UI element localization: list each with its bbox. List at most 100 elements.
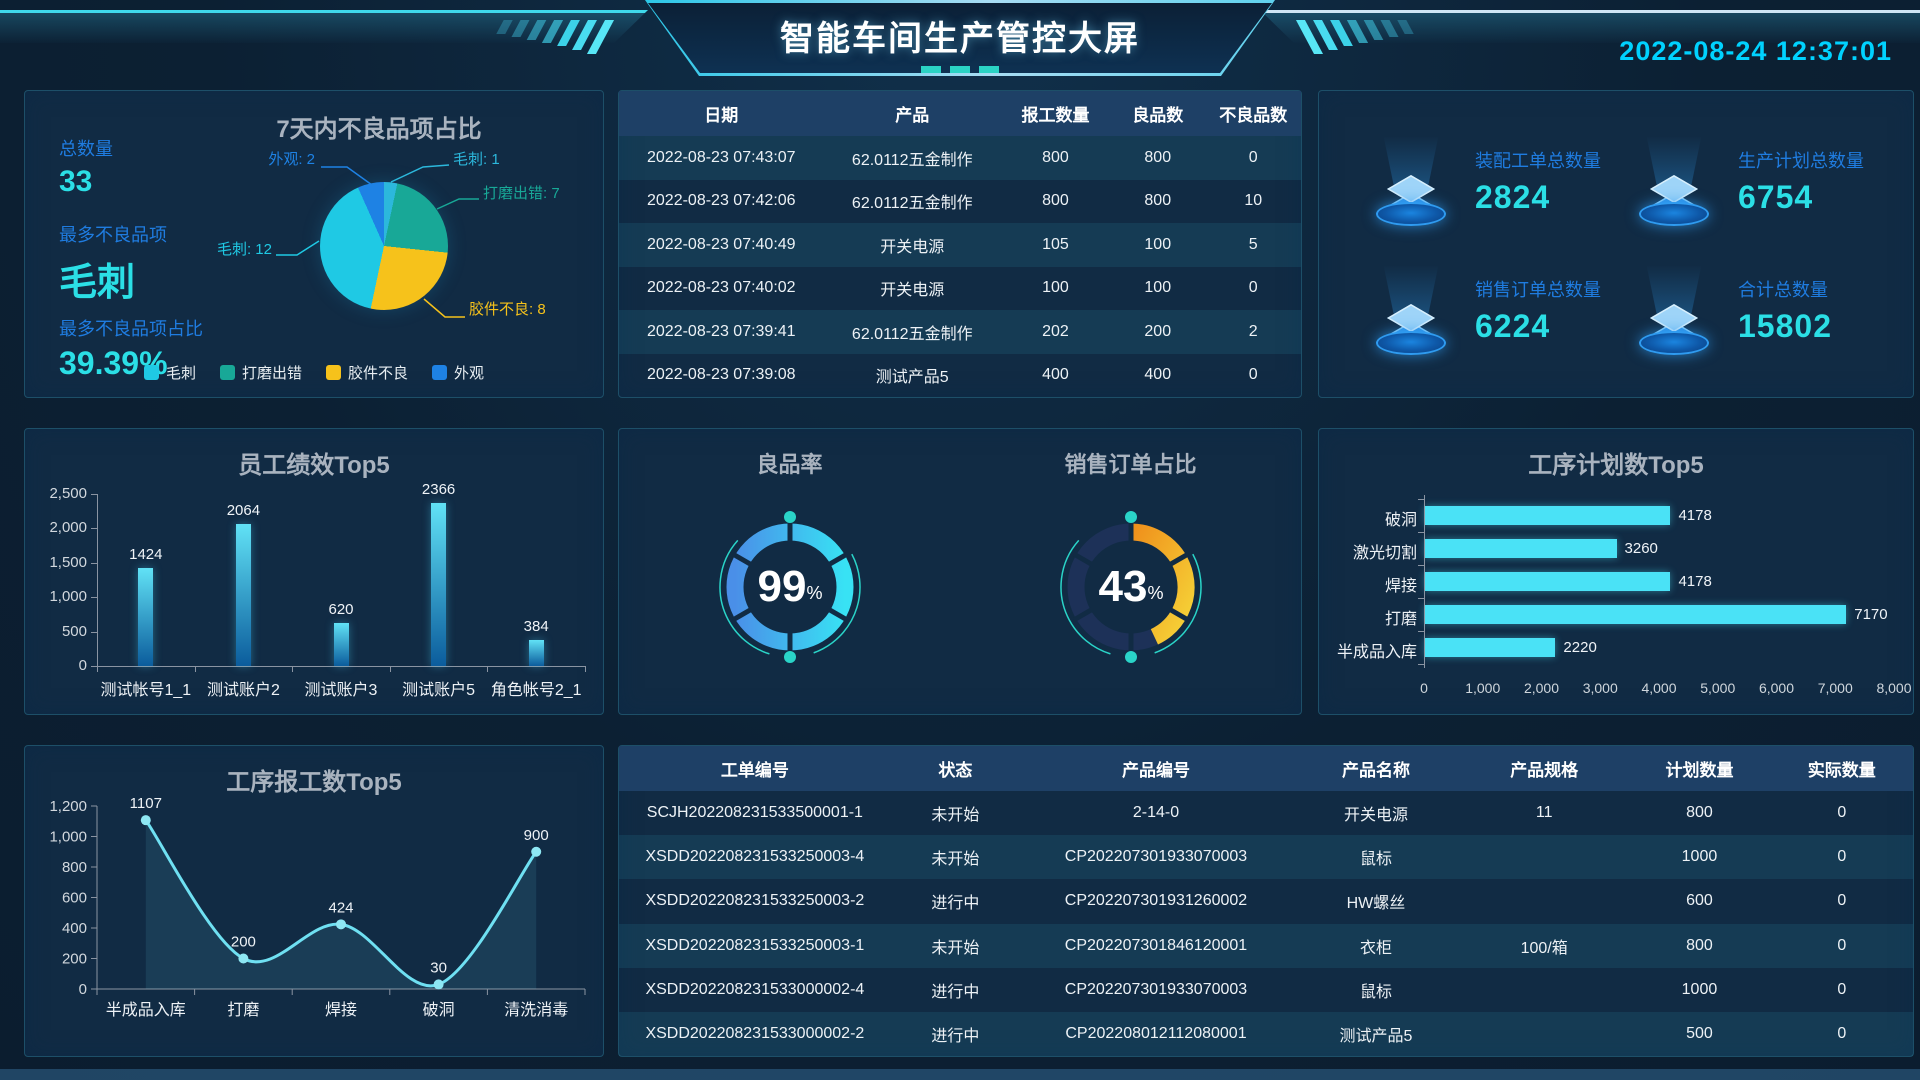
- table-cell: 100: [1144, 279, 1172, 297]
- table-cell: 0: [1837, 1024, 1847, 1042]
- table-cell: SCJH202208231533500001-1: [646, 804, 863, 822]
- stat-card-text: 合计总数量 15802: [1738, 276, 1832, 345]
- table-cell: 400: [1042, 366, 1069, 384]
- table-cell: 62.0112五金制作: [851, 325, 973, 343]
- y-axis-label: 2,000: [49, 519, 87, 537]
- table-cell: 105: [1042, 235, 1069, 253]
- y-axis-tick: [91, 494, 97, 495]
- bar-value-label: 3260: [1624, 539, 1658, 557]
- table-cell: 0: [1248, 366, 1258, 384]
- svg-text:打磨: 打磨: [227, 1001, 259, 1019]
- work-order-table: 工单编号 状态 产品编号 产品名称 产品规格 计划数量 实际数量 SCJH2022082315…: [619, 746, 1913, 1057]
- column-header: 产品编号: [1121, 761, 1190, 780]
- x-axis-line: [97, 666, 585, 667]
- pie-slice-label: 毛刺: 12: [216, 241, 272, 258]
- title-banner-blocks: [921, 66, 999, 75]
- datetime-display: 2022-08-24 12:37:01: [1619, 36, 1892, 66]
- x-axis-label: 2,000: [1523, 680, 1560, 696]
- bar: [1425, 506, 1671, 525]
- x-axis-label: 6,000: [1758, 680, 1795, 696]
- panel-title: 工序计划数Top5: [1528, 452, 1704, 479]
- layers-icon: [1367, 264, 1455, 357]
- stat-value: 15802: [1738, 308, 1832, 344]
- table-cell: XSDD202208231533250003-2: [645, 892, 865, 910]
- table-header-row: 日期 产品 报工数量 良品数 不良品数: [619, 91, 1301, 136]
- y-axis-tick: [91, 597, 97, 599]
- table-cell: 开关电源: [880, 282, 945, 300]
- defect-pie-chart: 毛刺: 1 打磨出错: 7 胶件不良: 8 毛刺: 12 外观: 2: [25, 91, 605, 399]
- panel-work-orders: 工单编号 状态 产品编号 产品名称 产品规格 计划数量 实际数量 SCJH2022082315…: [618, 745, 1914, 1057]
- bar: [1425, 638, 1556, 657]
- stat-card-text: 装配工单总数量 2824: [1475, 147, 1601, 216]
- bar-value-label: 2220: [1563, 638, 1597, 656]
- svg-text:800: 800: [62, 859, 87, 876]
- column-header: 状态: [938, 761, 973, 780]
- column-header: 良品数: [1132, 106, 1184, 125]
- svg-text:焊接: 焊接: [325, 1001, 357, 1019]
- x-axis-label: 测试账户5: [402, 682, 476, 699]
- y-axis-label: 焊接: [1384, 577, 1417, 595]
- table-cell: 进行中: [931, 1027, 980, 1045]
- y-axis-label: 1,500: [49, 553, 87, 571]
- stat-value: 33: [59, 165, 93, 198]
- svg-text:1107: 1107: [130, 795, 162, 812]
- panel-title: 员工绩效Top5: [238, 452, 390, 479]
- table-cell: 600: [1686, 892, 1713, 910]
- table-row: 2022-08-23 07:40:49 开关电源 105 100 5: [619, 223, 1301, 267]
- gauge-svg: 43%: [1059, 511, 1202, 663]
- table-cell: 未开始: [931, 939, 980, 957]
- y-axis-tick: [1418, 565, 1424, 566]
- glow-disc: [1376, 201, 1446, 226]
- table-cell: 未开始: [931, 851, 980, 869]
- stat-cards-grid: 装配工单总数量 2824 生产计划总数量 6754 销售订单总数量 6224: [1319, 91, 1913, 397]
- table-cell: 5: [1248, 235, 1258, 253]
- y-axis-line: [97, 494, 98, 666]
- legend-label: 打磨出错: [241, 365, 302, 382]
- table-cell: 62.0112五金制作: [851, 195, 973, 213]
- table-cell: 800: [1042, 192, 1069, 210]
- layers-icon: [1367, 135, 1455, 228]
- table-cell: 11: [1535, 804, 1553, 822]
- svg-text:1,000: 1,000: [49, 829, 87, 846]
- table-cell: 200: [1144, 322, 1172, 340]
- header: 智能车间生产管控大屏 2022-08-24 12:37:01: [0, 0, 1920, 88]
- table-cell: CP202207301846120001: [1064, 936, 1248, 954]
- stat-value: 6224: [1475, 308, 1551, 344]
- table-cell: 0: [1837, 980, 1847, 998]
- table-row: XSDD202208231533000002-2 进行中 CP20220801211…: [619, 1011, 1913, 1057]
- x-axis-tick: [292, 666, 294, 672]
- stat-label: 销售订单总数量: [1475, 280, 1601, 300]
- layers-icon: [1630, 264, 1718, 357]
- table-cell: HW螺丝: [1346, 895, 1406, 913]
- column-header: 产品: [895, 106, 930, 125]
- y-axis-label: 1,000: [49, 588, 87, 606]
- table-row: 2022-08-23 07:43:07 62.0112五金制作 800 800 0: [619, 136, 1301, 180]
- panel-stat-cards: 装配工单总数量 2824 生产计划总数量 6754 销售订单总数量 6224: [1318, 90, 1914, 398]
- stripe: [511, 20, 530, 37]
- x-axis-label: 8,000: [1876, 680, 1912, 696]
- stripe: [1380, 20, 1399, 37]
- pie-slice-label: 毛刺: 1: [453, 151, 500, 168]
- table-row: SCJH202208231533500001-1 未开始 2-14-0 开关电源 11 8…: [619, 791, 1913, 835]
- panel-process-report: 工序报工数Top5 1,200 1,000 800 600 400 200 0 1107 半成品…: [24, 745, 604, 1057]
- title-banner-inner: 智能车间生产管控大屏: [648, 3, 1272, 73]
- stat-card-text: 销售订单总数量 6224: [1475, 276, 1601, 345]
- column-header: 日期: [704, 106, 739, 125]
- stat-value: 6754: [1738, 179, 1814, 215]
- panel-report-table: 日期 产品 报工数量 良品数 不良品数 2022-08-23 07:43:07 62.011…: [618, 90, 1302, 398]
- gauge-sales-ratio: 销售订单占比 43%: [960, 429, 1301, 714]
- good-rate-gauge: 99%: [700, 497, 880, 682]
- layers-icon: [1630, 135, 1718, 228]
- x-axis-label: 1,000: [1465, 680, 1501, 696]
- table-cell: CP202208012112080001: [1065, 1024, 1247, 1042]
- bar-value-label: 4178: [1678, 572, 1712, 590]
- table-row: 2022-08-23 07:39:08 测试产品5 400 400 0: [619, 354, 1301, 398]
- table-cell: 衣柜: [1359, 939, 1392, 957]
- table-cell: 2022-08-23 07:39:08: [647, 366, 796, 384]
- x-axis-label: 3,000: [1582, 680, 1618, 696]
- bar-value-label: 384: [523, 617, 549, 635]
- table-cell: 1000: [1681, 848, 1718, 866]
- panel-title: 工序报工数Top5: [226, 769, 402, 796]
- legend-swatch: [326, 365, 341, 380]
